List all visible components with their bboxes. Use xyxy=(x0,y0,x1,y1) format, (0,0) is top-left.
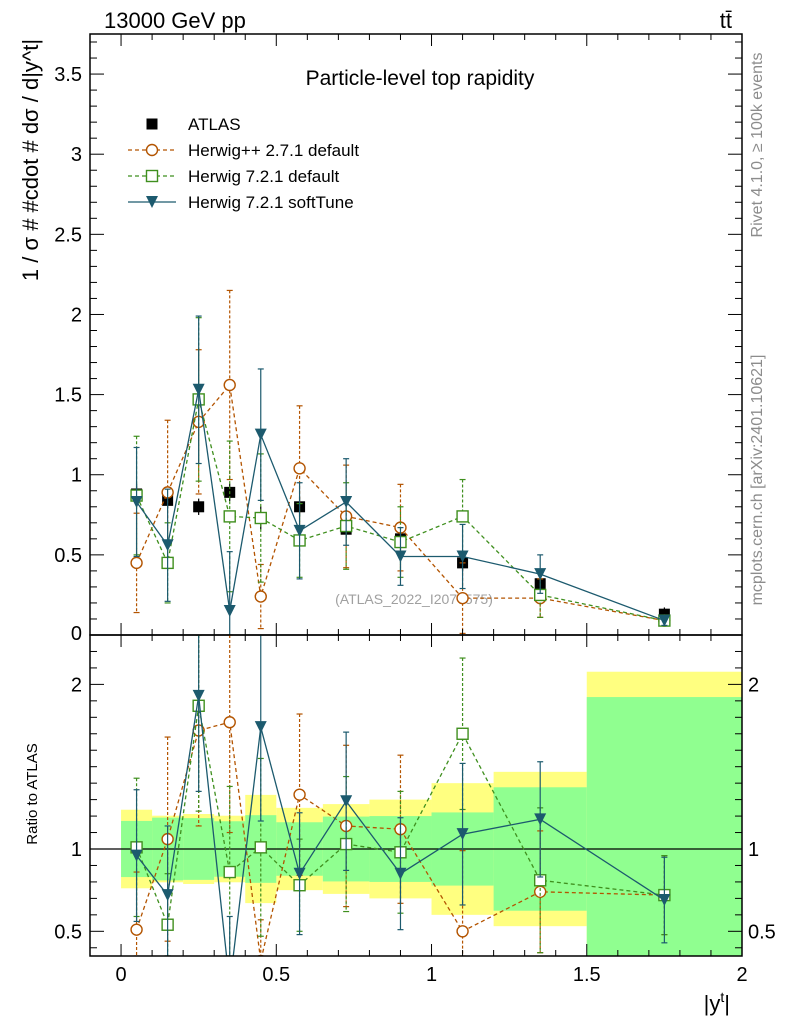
ratio-tick-label-right: 2 xyxy=(748,674,759,696)
process-label: tt̄ xyxy=(720,8,732,33)
legend-label-atlas: ATLAS xyxy=(188,115,241,134)
y-tick-label: 0 xyxy=(71,623,82,645)
main-panel: 0.5 1 1.5 2 2.5 3 3.5 0 xyxy=(54,33,743,645)
x-tick-label: 1.5 xyxy=(573,964,601,986)
x-axis-title: |yt| xyxy=(704,989,730,1016)
mc-point xyxy=(223,865,236,879)
mc-point xyxy=(340,795,353,808)
mc-point xyxy=(130,495,143,508)
main-series xyxy=(130,315,671,635)
mc-point xyxy=(456,828,469,841)
chart-title: Particle-level top rapidity xyxy=(306,67,535,90)
x-tick-label: 0.5 xyxy=(262,964,290,986)
mc-point xyxy=(145,143,159,157)
mc-point xyxy=(658,614,671,627)
x-tick-label: 1 xyxy=(426,964,437,986)
legend-entry: Herwig 7.2.1 softTune xyxy=(128,193,354,212)
y-tick-label: 0.5 xyxy=(54,545,82,567)
mc-point xyxy=(293,524,306,537)
energy-label: 13000 GeV pp xyxy=(104,8,246,33)
legend-label: Herwig 7.2.1 softTune xyxy=(188,193,354,212)
legend-entry: Herwig 7.2.1 default xyxy=(128,167,339,186)
mc-point xyxy=(456,727,469,740)
y-tick-label: 2 xyxy=(71,304,82,326)
mc-point xyxy=(223,378,236,392)
mc-point xyxy=(394,550,407,563)
analysis-watermark: (ATLAS_2022_I2077575) xyxy=(335,591,493,607)
ratio-frame xyxy=(89,634,743,957)
mcplots-label: mcplots.cern.ch [arXiv:2401.10621] xyxy=(749,355,766,606)
legend: ATLAS Herwig++ 2.7.1 default Herwig 7.2.1 … xyxy=(128,115,359,212)
x-tick-label: 2 xyxy=(736,964,747,986)
y-tick-label: 1 xyxy=(71,465,82,487)
mc-point xyxy=(130,923,143,936)
mc-point xyxy=(223,510,236,523)
mc-point xyxy=(293,867,306,880)
ratio-tick-label-right: 1 xyxy=(748,839,759,861)
mc-point xyxy=(254,590,267,603)
ratio-tick-label: 2 xyxy=(71,674,82,696)
mc-point xyxy=(293,788,306,801)
main-series-line xyxy=(135,383,665,622)
y-axis: 0.5 1 1.5 2 2.5 3 3.5 0 xyxy=(54,41,742,645)
mc-point xyxy=(394,867,407,880)
x-tick-label: 0 xyxy=(115,964,126,986)
mc-point xyxy=(534,813,547,826)
mc-point xyxy=(456,550,469,563)
mc-point xyxy=(534,568,547,581)
mc-point xyxy=(658,894,671,907)
ratio-tick-label: 0.5 xyxy=(54,921,82,943)
y-axis-title: 1 / σ # #cdot # dσ / d|y^t| xyxy=(18,39,43,281)
mc-point xyxy=(456,925,469,938)
mc-point xyxy=(254,428,267,441)
data-point xyxy=(658,608,670,620)
mc-point xyxy=(293,462,306,475)
ratio-series xyxy=(130,635,671,992)
mc-point xyxy=(130,849,143,862)
legend-entry: Herwig++ 2.7.1 default xyxy=(128,141,359,160)
rivet-version-label: Rivet 4.1.0, ≥ 100k events xyxy=(749,53,766,238)
mc-point xyxy=(145,169,159,183)
mc-point xyxy=(223,604,236,617)
mc-point xyxy=(161,539,174,552)
mc-point xyxy=(456,591,469,605)
mc-point xyxy=(146,196,158,208)
mc-point xyxy=(254,511,267,525)
ratio-panel: 0 0.5 1 1.5 20.5 0.51 12 2 xyxy=(54,34,776,992)
mc-point xyxy=(224,980,236,992)
legend-label: Herwig 7.2.1 default xyxy=(188,167,339,186)
ratio-y-axis-title: Ratio to ATLAS xyxy=(24,743,41,844)
ratio-y-axis: 0.5 0.5 1 1 2 2 xyxy=(54,650,776,949)
data-point xyxy=(193,501,205,513)
mc-point xyxy=(456,510,469,523)
x-axis: 0 0.5 1 1.5 2 xyxy=(115,34,748,986)
y-tick-label: 3.5 xyxy=(54,64,82,86)
y-tick-label: 2.5 xyxy=(54,224,82,246)
y-tick-label: 1.5 xyxy=(54,385,82,407)
ratio-tick-label-right: 0.5 xyxy=(748,921,776,943)
mc-point xyxy=(161,889,174,902)
legend-label: Herwig++ 2.7.1 default xyxy=(188,141,359,160)
mc-point xyxy=(223,716,236,729)
mc-point xyxy=(254,841,267,854)
mc-point xyxy=(130,556,143,570)
y-tick-label: 3 xyxy=(71,144,82,166)
mc-point xyxy=(192,689,205,702)
ratio-tick-label: 1 xyxy=(71,839,82,861)
mc-point xyxy=(340,495,353,508)
legend-marker-atlas xyxy=(146,118,158,130)
mc-point xyxy=(192,383,205,396)
mc-point xyxy=(254,721,267,734)
